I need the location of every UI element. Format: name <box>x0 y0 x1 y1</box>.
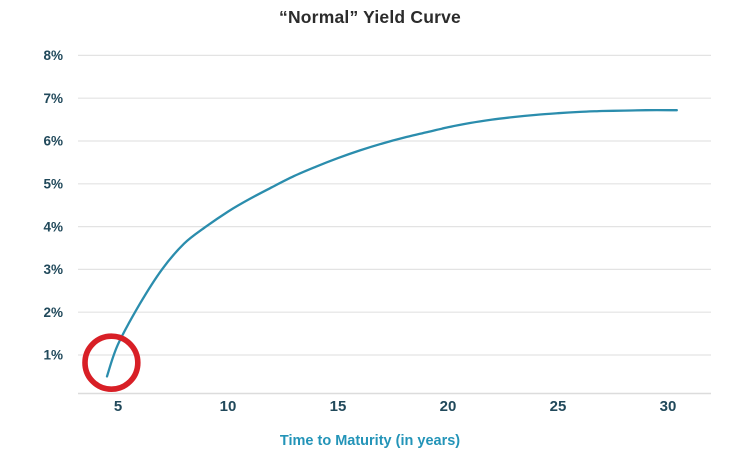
yield-curve-line <box>105 109 678 378</box>
x-tick-label: 10 <box>220 398 237 415</box>
x-axis-title: Time to Maturity (in years) <box>279 433 461 449</box>
x-tick-label: 30 <box>660 398 677 415</box>
y-tick-label: 4% <box>43 219 63 234</box>
y-tick-label: 8% <box>43 48 63 63</box>
y-tick-label: 7% <box>43 91 63 106</box>
y-tick-label: 1% <box>43 348 63 363</box>
x-tick-label: 15 <box>330 398 347 415</box>
y-tick-label: 3% <box>43 262 63 277</box>
y-tick-label: 2% <box>43 305 63 320</box>
x-tick-label: 5 <box>114 398 122 415</box>
x-tick-label: 25 <box>550 398 567 415</box>
x-tick-label: 20 <box>440 398 457 415</box>
chart-title: “Normal” Yield Curve <box>279 7 461 27</box>
y-tick-label: 6% <box>43 134 63 149</box>
red-circle-annotation <box>82 333 141 393</box>
y-tick-label: 5% <box>43 177 63 192</box>
